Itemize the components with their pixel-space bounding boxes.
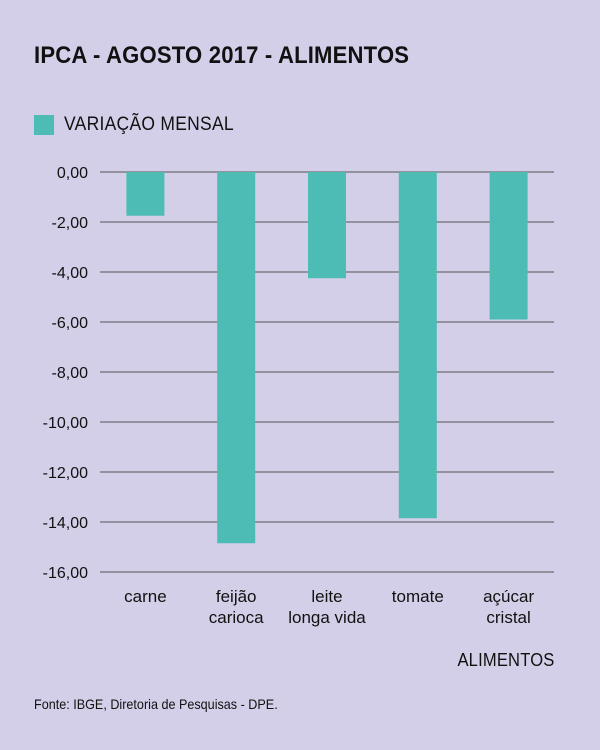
bar [308,172,346,279]
bar [398,172,437,519]
x-tick-label: leite [311,587,342,606]
x-axis-label: ALIMENTOS [456,650,554,670]
y-tick-label: -12,00 [43,465,88,482]
y-tick-label: -2,00 [52,215,89,232]
bar [489,172,528,320]
source-note: Fonte: IBGE, Diretoria de Pesquisas - DP… [34,696,278,712]
x-tick-label: açúcar [483,587,534,606]
x-tick-label: cristal [486,608,530,627]
y-tick-label: 0,00 [57,165,88,182]
x-tick-label: tomate [392,587,444,606]
y-tick-label: -10,00 [43,415,88,432]
chart-title: IPCA - AGOSTO 2017 - ALIMENTOS [34,42,410,69]
x-tick-label: longa vida [288,608,366,627]
y-tick-label: -6,00 [52,315,89,332]
legend-swatch [34,115,54,135]
y-tick-label: -16,00 [43,565,88,582]
bar [217,172,256,544]
bar [126,172,165,216]
x-tick-label: feijão [216,587,257,606]
x-tick-label: carioca [209,608,264,627]
y-tick-label: -14,00 [43,515,88,532]
legend: VARIAÇÃO MENSAL [34,114,249,136]
y-tick-label: -4,00 [52,265,89,282]
legend-label: VARIAÇÃO MENSAL [64,114,234,135]
x-tick-label: carne [124,587,167,606]
y-tick-label: -8,00 [52,365,89,382]
